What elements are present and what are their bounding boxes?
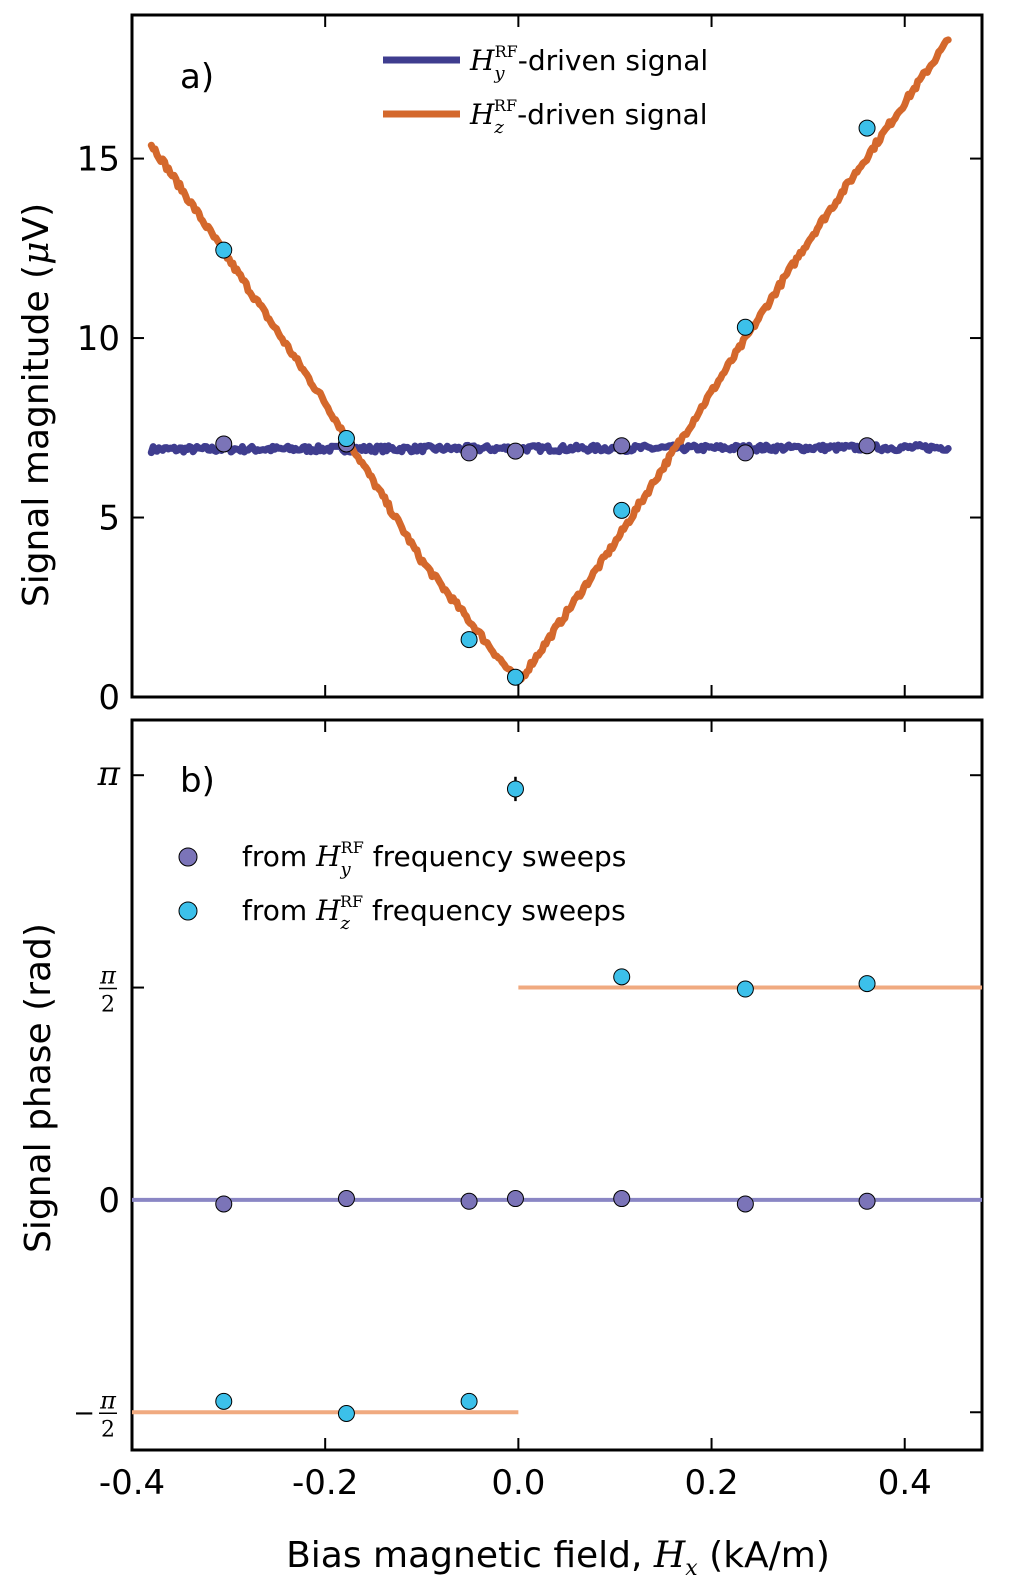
panel-b-label: b) xyxy=(180,761,215,801)
legend-hz-sweep-label: from HzRF frequency sweeps xyxy=(242,892,626,934)
panel-b-frame xyxy=(130,718,984,1452)
b-point-1-6 xyxy=(858,975,876,993)
b-point-0-4 xyxy=(613,1190,631,1208)
panel-a-frame xyxy=(130,13,984,699)
a-point-0-2 xyxy=(460,444,478,462)
b-ytick-label-half-den: 2 xyxy=(101,993,115,1018)
legend-hy-sweep-label: from HyRF frequency sweeps xyxy=(242,838,626,880)
panel-a-points xyxy=(215,119,876,686)
b-point-0-5 xyxy=(736,1195,754,1213)
a-point-1-4 xyxy=(613,501,631,519)
b-xtick-label-0: -0.4 xyxy=(99,1463,165,1503)
a-series-line-0 xyxy=(147,441,952,457)
b-ytick-label-zero: 0 xyxy=(98,1181,120,1221)
b-point-0-0 xyxy=(215,1195,233,1213)
b-xtick-label-3: 0.2 xyxy=(685,1463,739,1503)
panel-b-lines xyxy=(132,985,982,1415)
panel-a-ticks: 0 5 10 15 xyxy=(77,15,982,718)
b-point-1-5 xyxy=(736,980,754,998)
b-ytick-label-neg-half-minus: − xyxy=(73,1398,95,1428)
a-point-0-6 xyxy=(858,437,876,455)
b-point-1-0 xyxy=(215,1392,233,1410)
panel-a-label: a) xyxy=(180,57,214,97)
b-ytick-label-neg-half-den: 2 xyxy=(101,1417,115,1442)
legend-hy-label: HyRF-driven signal xyxy=(469,42,708,84)
b-point-1-3 xyxy=(506,780,524,798)
a-point-1-0 xyxy=(215,241,233,259)
b-point-0-3 xyxy=(506,1190,524,1208)
b-point-0-6 xyxy=(858,1192,876,1210)
a-ytick-label-0: 0 xyxy=(98,678,120,718)
b-point-1-1 xyxy=(337,1405,355,1422)
a-point-1-3 xyxy=(506,668,524,686)
a-point-0-3 xyxy=(506,442,524,460)
a-ytick-label-3: 15 xyxy=(77,140,120,180)
a-point-1-1 xyxy=(337,430,355,448)
panel-a-ylabel: Signal magnitude (μV) xyxy=(16,203,57,607)
a-point-0-5 xyxy=(736,444,754,462)
a-point-0-4 xyxy=(613,437,631,455)
b-xtick-label-1: -0.2 xyxy=(292,1463,358,1503)
panel-b-legend: from HyRF frequency sweeps from HzRF fre… xyxy=(178,838,626,934)
b-xtick-label-2: 0.0 xyxy=(491,1463,545,1503)
panel-a-series xyxy=(147,36,952,684)
a-ytick-label-2: 10 xyxy=(77,319,120,359)
a-point-0-0 xyxy=(215,435,233,453)
a-point-1-6 xyxy=(858,119,876,137)
a-series-line-1 xyxy=(147,36,952,684)
panel-b-ylabel: Signal phase (rad) xyxy=(18,923,59,1253)
panel-b-points xyxy=(215,776,876,1422)
b-point-0-1 xyxy=(337,1190,355,1208)
b-ytick-label-neg-half-num: π xyxy=(99,1386,117,1414)
b-point-0-2 xyxy=(460,1192,478,1210)
a-point-1-5 xyxy=(736,318,754,336)
panel-a-legend: HyRF-driven signal HzRF-driven signal xyxy=(383,42,708,138)
a-ytick-label-1: 5 xyxy=(98,499,120,539)
legend-hz-marker xyxy=(178,901,198,921)
x-axis-title: Bias magnetic field, Hx (kA/m) xyxy=(286,1535,830,1581)
b-point-1-4 xyxy=(613,968,631,986)
panel-a: 0 5 10 15 a) HyRF-driven signal HzRF-driven… xyxy=(16,13,984,718)
a-point-1-2 xyxy=(460,631,478,649)
legend-hz-label: HzRF-driven signal xyxy=(469,96,708,138)
legend-hy-marker xyxy=(178,847,198,867)
b-xtick-label-4: 0.4 xyxy=(878,1463,932,1503)
b-ytick-label-half-num: π xyxy=(99,962,117,990)
b-ytick-label-pi: π xyxy=(97,754,121,794)
b-point-1-2 xyxy=(460,1392,478,1410)
